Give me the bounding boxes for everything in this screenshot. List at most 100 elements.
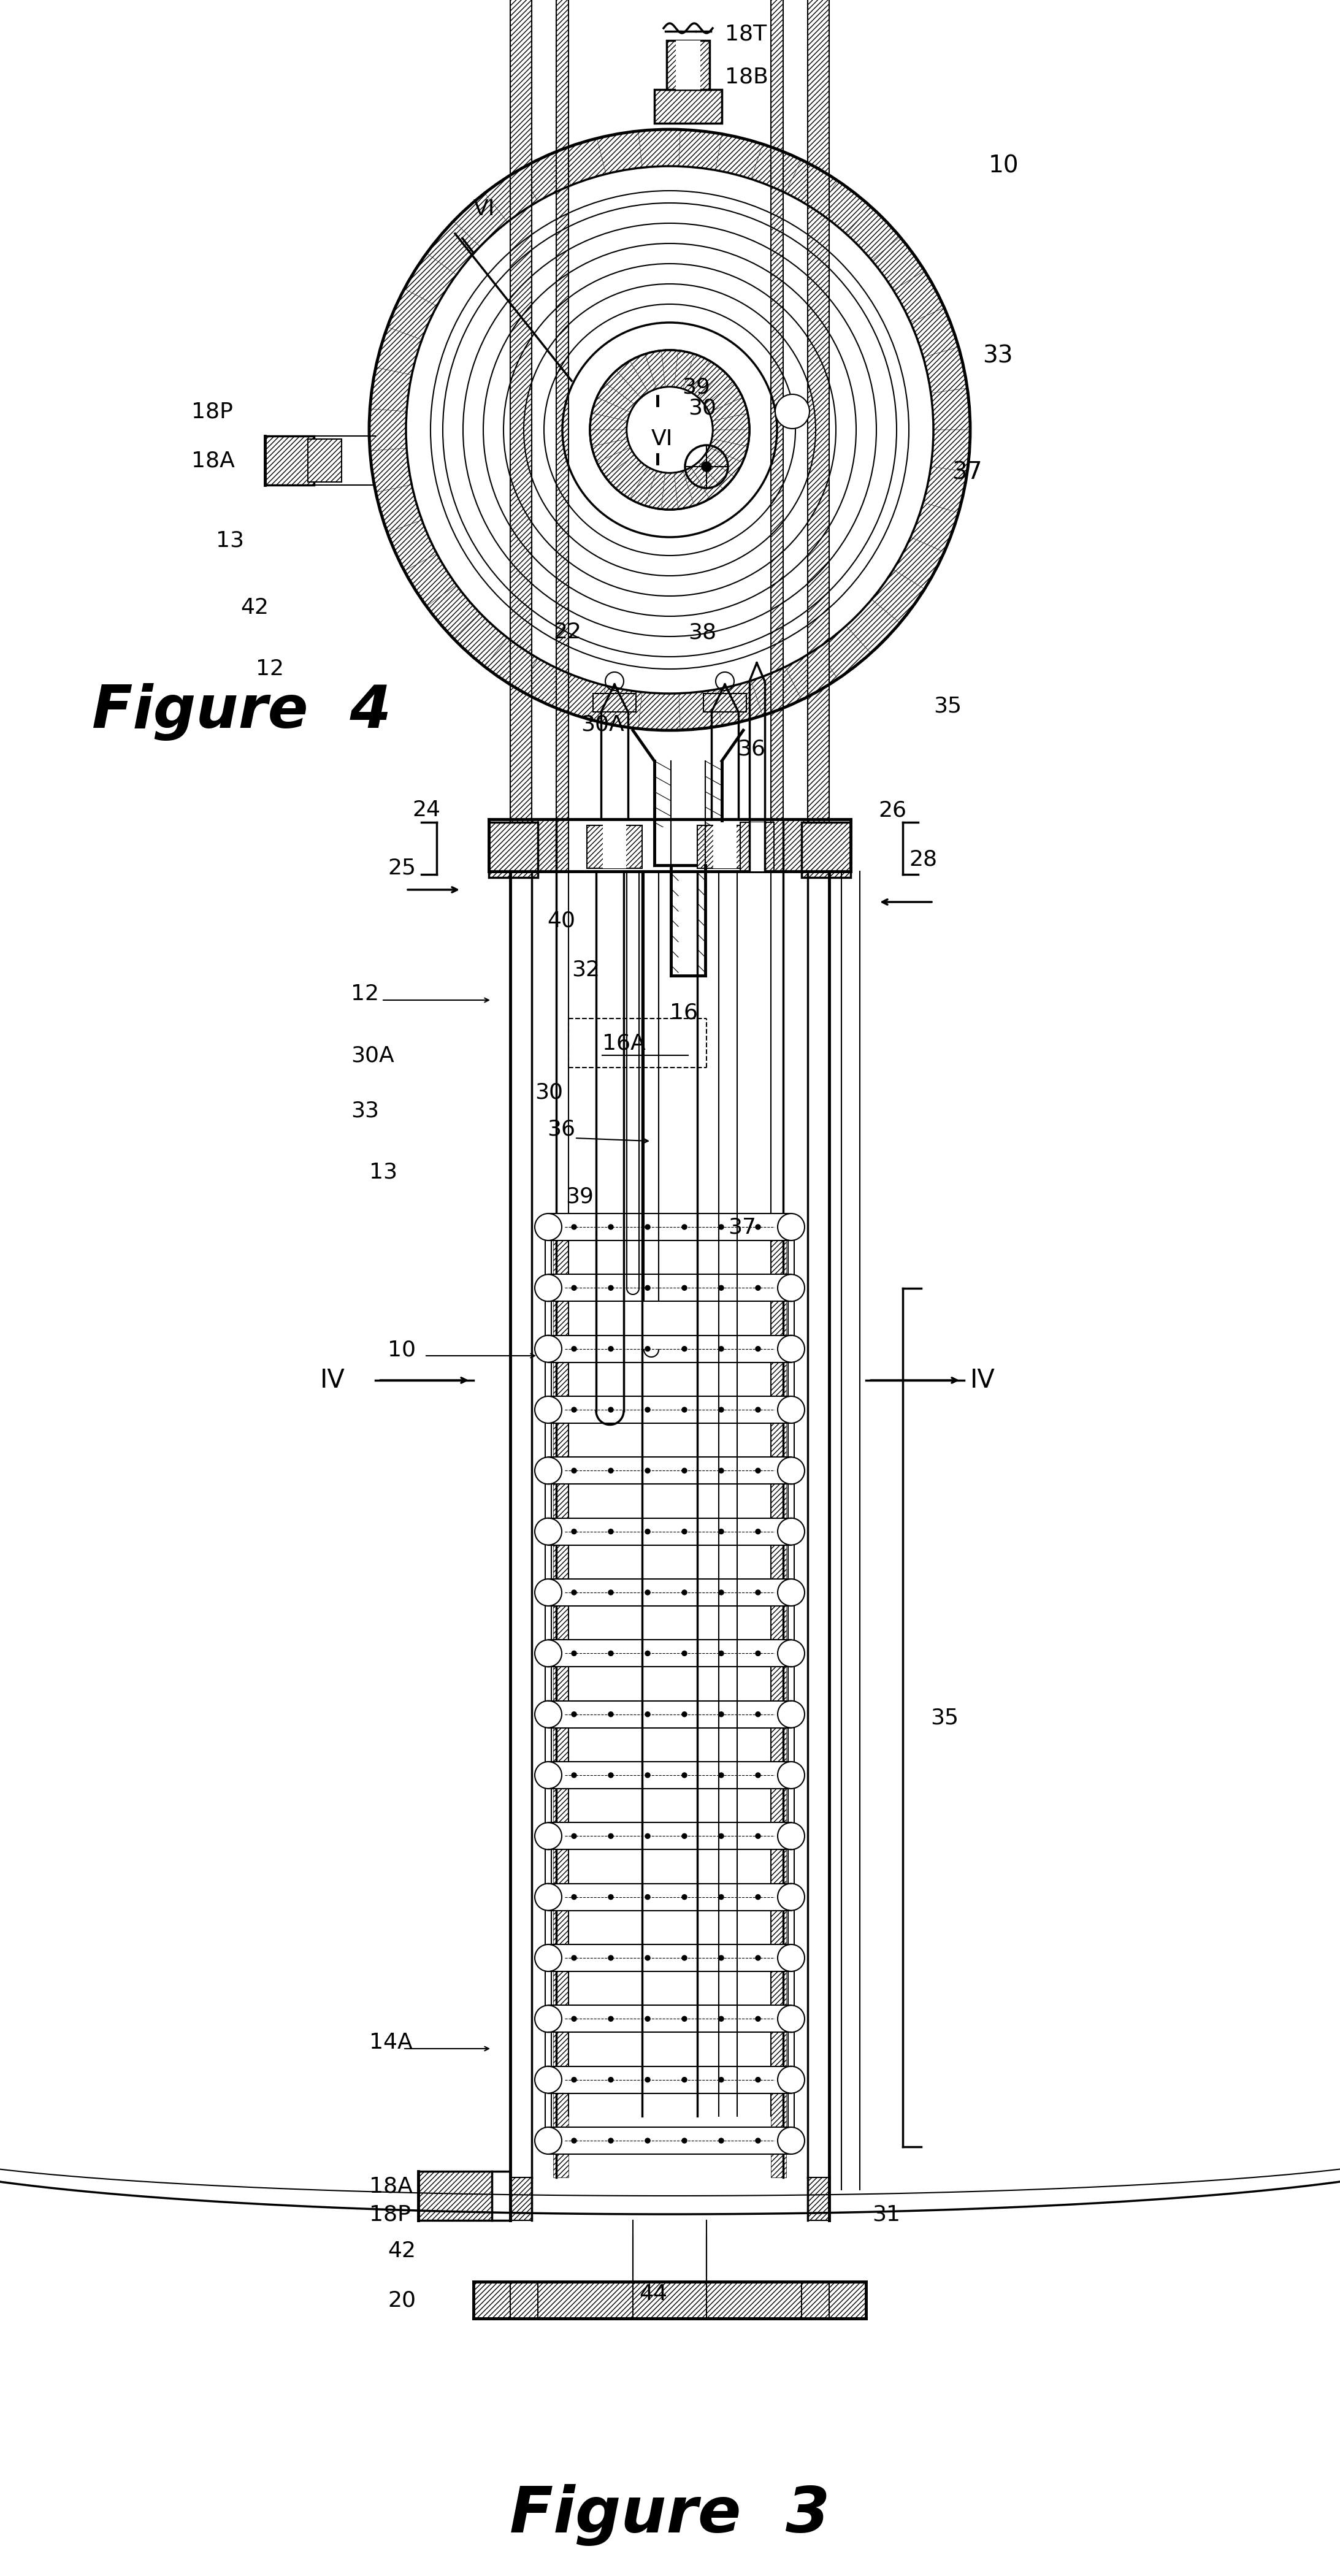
Wedge shape	[752, 144, 801, 193]
Circle shape	[718, 1955, 724, 1960]
Bar	[548, 1458, 791, 1484]
Text: 18T: 18T	[725, 23, 766, 44]
Wedge shape	[691, 361, 724, 397]
Circle shape	[682, 1893, 687, 1899]
Circle shape	[756, 2017, 761, 2022]
Bar	[808, 0, 829, 871]
Circle shape	[572, 2138, 576, 2143]
Bar	[308, 438, 342, 482]
Circle shape	[702, 461, 712, 471]
Circle shape	[645, 1651, 650, 1656]
Wedge shape	[370, 410, 406, 451]
Text: 38: 38	[689, 621, 717, 641]
Circle shape	[572, 1468, 576, 1473]
Bar	[594, 693, 636, 711]
Circle shape	[645, 1772, 650, 1777]
Text: 14A: 14A	[370, 2032, 413, 2053]
Wedge shape	[698, 456, 734, 489]
Text: 25: 25	[387, 858, 415, 878]
Circle shape	[756, 2076, 761, 2081]
Wedge shape	[923, 348, 967, 394]
Circle shape	[572, 1834, 576, 1839]
Circle shape	[756, 1224, 761, 1229]
Circle shape	[682, 1347, 687, 1352]
Circle shape	[608, 1893, 614, 1899]
Bar	[548, 1517, 791, 1546]
Bar	[750, 822, 764, 871]
Circle shape	[592, 353, 748, 507]
Circle shape	[718, 1224, 724, 1229]
Circle shape	[645, 1530, 650, 1533]
Text: 36: 36	[737, 739, 765, 760]
Wedge shape	[679, 690, 722, 729]
Wedge shape	[698, 371, 734, 404]
Text: 33: 33	[982, 345, 1013, 368]
Circle shape	[572, 1347, 576, 1352]
Bar	[548, 1824, 791, 1850]
Bar	[511, 2282, 537, 2318]
Wedge shape	[485, 170, 537, 222]
Circle shape	[682, 1955, 687, 1960]
Bar	[548, 1883, 791, 1911]
Wedge shape	[785, 649, 838, 701]
Bar	[666, 41, 710, 90]
Circle shape	[756, 1651, 761, 1656]
Wedge shape	[630, 353, 657, 392]
Wedge shape	[606, 371, 641, 404]
Circle shape	[718, 1772, 724, 1777]
Wedge shape	[638, 693, 681, 732]
Text: 13: 13	[216, 531, 244, 551]
Circle shape	[645, 1224, 650, 1229]
Wedge shape	[592, 397, 631, 420]
Bar	[603, 822, 626, 868]
Wedge shape	[931, 430, 970, 471]
Wedge shape	[911, 502, 958, 551]
Wedge shape	[590, 430, 627, 446]
Wedge shape	[712, 412, 749, 430]
Bar	[553, 1226, 568, 2177]
Wedge shape	[894, 536, 945, 590]
Bar	[265, 435, 314, 484]
Wedge shape	[557, 139, 606, 185]
Wedge shape	[387, 520, 437, 572]
Text: 20: 20	[387, 2290, 415, 2311]
Text: IV: IV	[970, 1368, 996, 1394]
Text: 30A: 30A	[351, 1046, 394, 1066]
Circle shape	[645, 1406, 650, 1412]
Circle shape	[718, 1834, 724, 1839]
Text: Figure  4: Figure 4	[92, 683, 391, 742]
Text: 30A: 30A	[580, 714, 624, 734]
Circle shape	[682, 1772, 687, 1777]
Circle shape	[407, 167, 933, 693]
Wedge shape	[596, 384, 635, 412]
Wedge shape	[616, 461, 649, 500]
Circle shape	[682, 2076, 687, 2081]
Circle shape	[608, 1834, 614, 1839]
Bar	[704, 693, 746, 711]
Text: 42: 42	[387, 2241, 415, 2262]
Circle shape	[756, 1468, 761, 1473]
Circle shape	[572, 1589, 576, 1595]
Circle shape	[645, 1285, 650, 1291]
Text: 28: 28	[909, 848, 937, 871]
Bar	[556, 827, 783, 876]
Circle shape	[608, 2017, 614, 2022]
Circle shape	[682, 1713, 687, 1716]
Circle shape	[776, 394, 809, 428]
Bar	[654, 90, 722, 124]
Text: 44: 44	[639, 2282, 667, 2306]
Circle shape	[718, 1651, 724, 1656]
Wedge shape	[557, 675, 606, 721]
Circle shape	[718, 1285, 724, 1291]
Wedge shape	[370, 368, 411, 412]
Circle shape	[608, 1955, 614, 1960]
Text: 18A: 18A	[370, 2177, 413, 2197]
Wedge shape	[590, 412, 627, 430]
Circle shape	[608, 1285, 614, 1291]
Circle shape	[645, 1589, 650, 1595]
Circle shape	[572, 1713, 576, 1716]
Wedge shape	[606, 456, 641, 489]
Circle shape	[682, 1224, 687, 1229]
Circle shape	[645, 1468, 650, 1473]
Wedge shape	[638, 129, 681, 167]
